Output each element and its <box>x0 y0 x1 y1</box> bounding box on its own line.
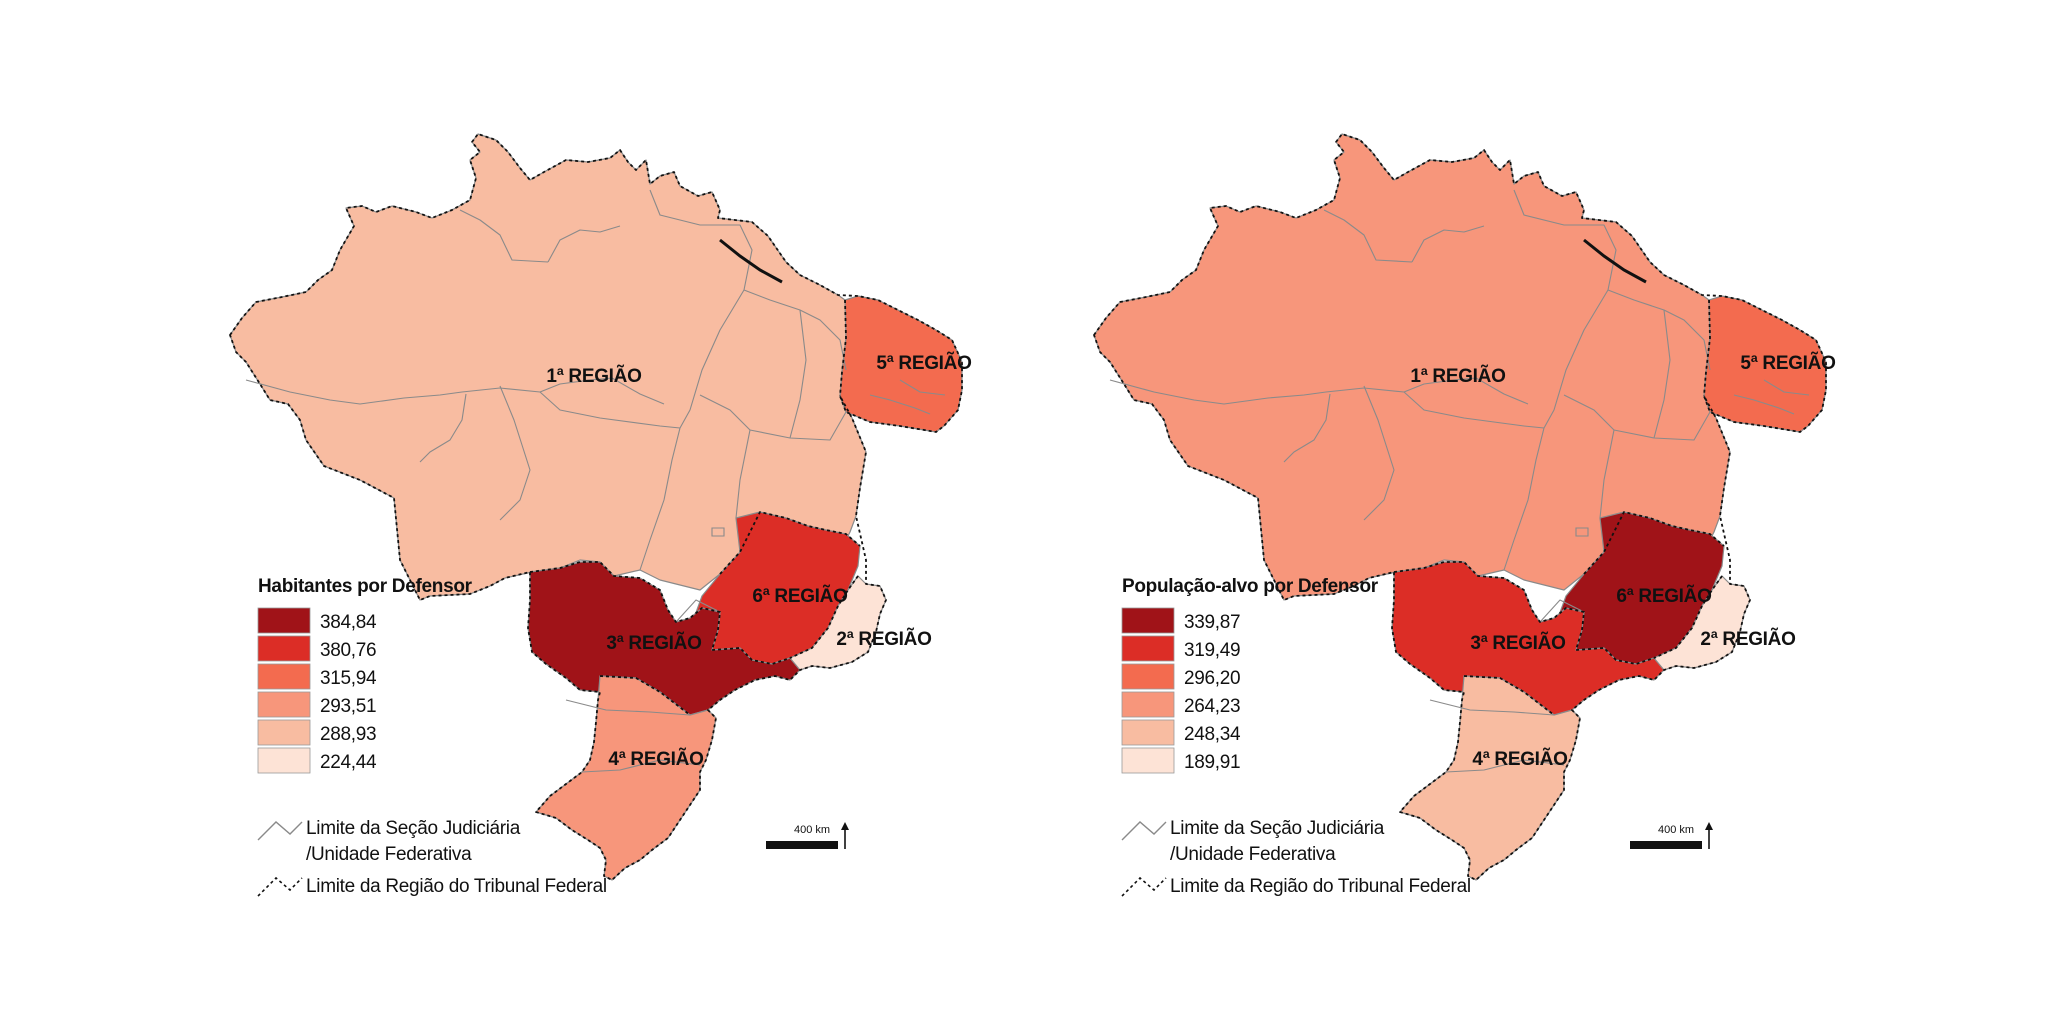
legend-swatch <box>257 663 311 690</box>
region-5-label: 5ª REGIÃO <box>876 352 971 374</box>
legend-swatch <box>257 635 311 662</box>
north-arrow-icon <box>841 822 849 849</box>
state-boundaries <box>1109 189 1810 773</box>
region-limit-line-icon <box>257 876 303 897</box>
region-6-label: 6ª REGIÃO <box>1616 585 1711 607</box>
coastline-mark <box>1583 238 1647 284</box>
legend-value: 288,93 <box>320 724 376 745</box>
legend-title: Habitantes por Defensor <box>258 576 473 597</box>
legend-value: 315,94 <box>320 668 377 689</box>
brazil-map: 1ª REGIÃO 5ª REGIÃO 6ª REGIÃO 3ª REGIÃO … <box>229 133 972 881</box>
legend-swatch <box>257 691 311 718</box>
region-3-label: 3ª REGIÃO <box>606 632 701 654</box>
scale-bar-label: 400 km <box>1658 824 1694 836</box>
legend-region-limit: Limite da Região do Tribunal Federal <box>1121 876 1471 897</box>
state-boundaries <box>245 189 946 773</box>
region-2-label: 2ª REGIÃO <box>1700 628 1795 650</box>
legend-classes: 384,84 380,76 315,94 293,51 288,93 224,4… <box>257 607 377 774</box>
region-2-label: 2ª REGIÃO <box>836 628 931 650</box>
tribunal-region-boundaries <box>229 133 963 881</box>
legend-value: 296,20 <box>1184 668 1240 689</box>
north-arrow-icon <box>1705 822 1713 849</box>
state-limit-label-line2: /Unidade Federativa <box>1170 844 1336 865</box>
state-limit-line-icon <box>257 821 303 841</box>
region-limit-label: Limite da Região do Tribunal Federal <box>1170 876 1471 897</box>
scale-bar-label: 400 km <box>794 824 830 836</box>
state-limit-line-icon <box>1121 821 1167 841</box>
legend-value: 224,44 <box>320 752 377 773</box>
state-limit-label-line1: Limite da Seção Judiciária <box>306 818 521 839</box>
legend-state-limit: Limite da Seção Judiciária /Unidade Fede… <box>1121 818 1385 865</box>
legend-swatch <box>1121 607 1175 634</box>
federal-district <box>711 527 725 537</box>
legend-swatch <box>257 607 311 634</box>
scale-bar-rect <box>766 841 838 849</box>
map-panel-left: 1ª REGIÃO 5ª REGIÃO 6ª REGIÃO 3ª REGIÃO … <box>229 133 972 897</box>
scale-bar: 400 km <box>766 822 849 849</box>
legend-swatch <box>257 747 311 774</box>
region-6-label: 6ª REGIÃO <box>752 585 847 607</box>
region-limit-line-icon <box>1121 876 1167 897</box>
region-4-label: 4ª REGIÃO <box>1472 748 1567 770</box>
legend-swatch <box>1121 663 1175 690</box>
scale-bar-rect <box>1630 841 1702 849</box>
region-limit-label: Limite da Região do Tribunal Federal <box>306 876 607 897</box>
legend: População-alvo por Defensor 339,87 319,4… <box>1121 576 1471 897</box>
state-limit-label-line2: /Unidade Federativa <box>306 844 472 865</box>
legend-value: 319,49 <box>1184 640 1240 661</box>
legend-swatch <box>1121 635 1175 662</box>
map-panel-right: 1ª REGIÃO 5ª REGIÃO 6ª REGIÃO 3ª REGIÃO … <box>1093 133 1836 897</box>
scale-bar: 400 km <box>1630 822 1713 849</box>
region-1-label: 1ª REGIÃO <box>1410 365 1505 387</box>
legend-region-limit: Limite da Região do Tribunal Federal <box>257 876 607 897</box>
coastline-mark <box>719 238 783 284</box>
state-limit-label-line1: Limite da Seção Judiciária <box>1170 818 1385 839</box>
legend-swatch <box>1121 747 1175 774</box>
federal-district <box>1575 527 1589 537</box>
legend-value: 248,34 <box>1184 724 1241 745</box>
tribunal-region-boundaries <box>1093 133 1827 881</box>
region-4-label: 4ª REGIÃO <box>608 748 703 770</box>
legend-state-limit: Limite da Seção Judiciária /Unidade Fede… <box>257 818 521 865</box>
legend-value: 293,51 <box>320 696 376 717</box>
legend-value: 339,87 <box>1184 612 1240 633</box>
region-3-label: 3ª REGIÃO <box>1470 632 1565 654</box>
region-5-label: 5ª REGIÃO <box>1740 352 1835 374</box>
brazil-map: 1ª REGIÃO 5ª REGIÃO 6ª REGIÃO 3ª REGIÃO … <box>1093 133 1836 881</box>
legend-value: 189,91 <box>1184 752 1240 773</box>
legend: Habitantes por Defensor 384,84 380,76 31… <box>257 576 607 897</box>
legend-swatch <box>257 719 311 746</box>
legend-value: 384,84 <box>320 612 377 633</box>
legend-title: População-alvo por Defensor <box>1122 576 1379 597</box>
region-1-label: 1ª REGIÃO <box>546 365 641 387</box>
legend-swatch <box>1121 691 1175 718</box>
legend-value: 264,23 <box>1184 696 1240 717</box>
legend-value: 380,76 <box>320 640 376 661</box>
legend-swatch <box>1121 719 1175 746</box>
legend-classes: 339,87 319,49 296,20 264,23 248,34 189,9… <box>1121 607 1241 774</box>
